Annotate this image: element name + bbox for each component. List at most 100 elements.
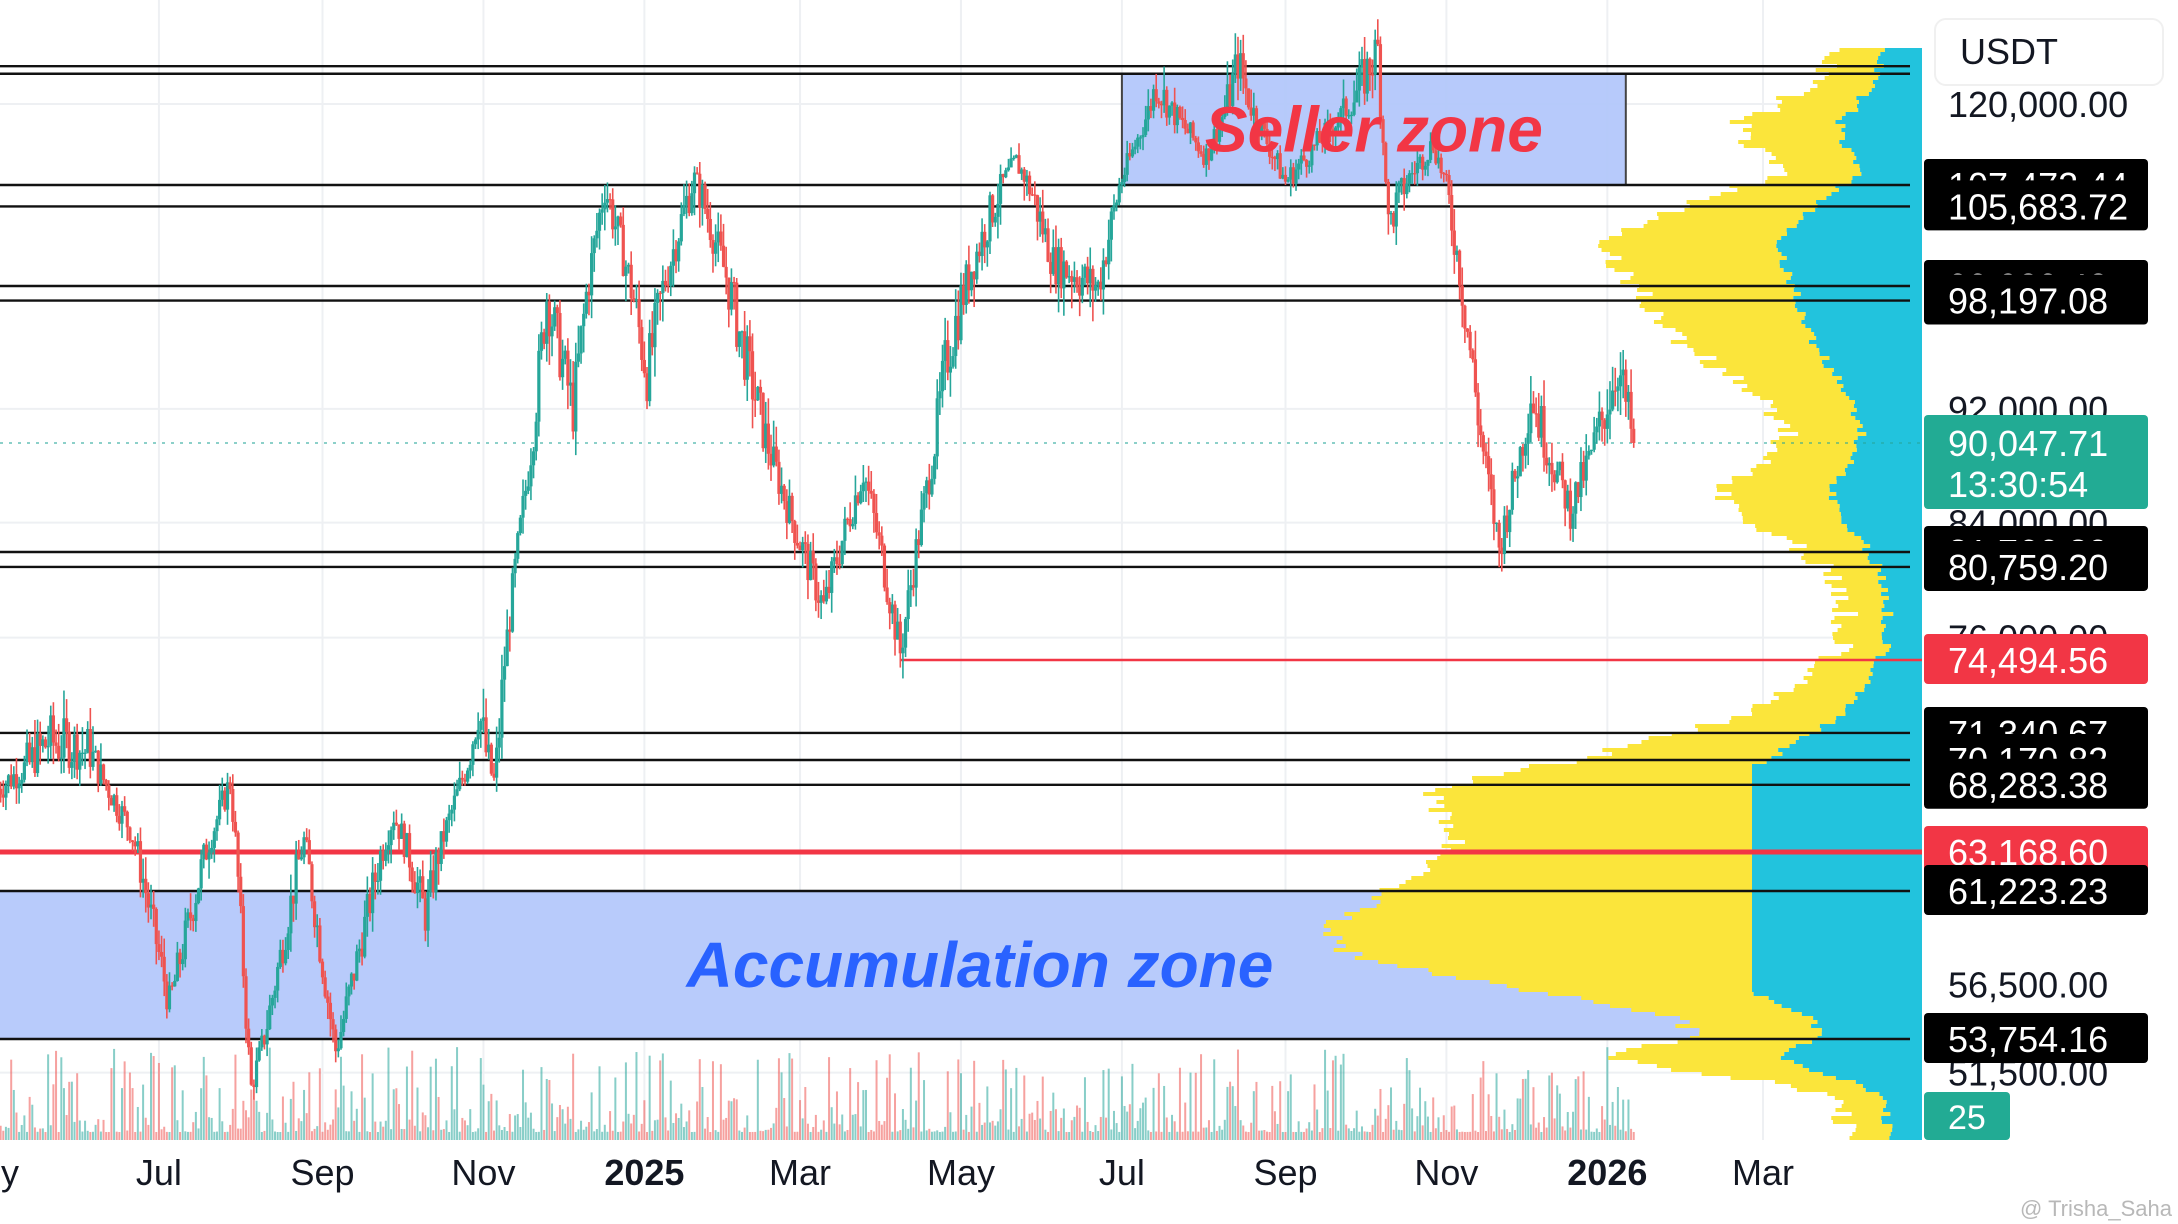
candle-body — [669, 265, 673, 286]
candle-body — [983, 231, 987, 248]
profile-bar-cyan — [1887, 588, 1922, 592]
profile-bar-yellow — [1752, 112, 1846, 116]
profile-bar-yellow — [1775, 156, 1857, 160]
profile-bar-yellow — [1783, 164, 1860, 168]
candle-body — [526, 486, 530, 491]
volume-bar — [540, 1067, 543, 1140]
volume-bar — [1395, 1120, 1398, 1140]
volume-bar — [933, 1131, 936, 1140]
profile-bar-yellow — [1803, 552, 1869, 556]
candle-body — [144, 878, 148, 894]
profile-bar-cyan — [1752, 976, 1922, 980]
volume-bar — [1152, 1087, 1155, 1140]
volume-bar — [1128, 1104, 1131, 1140]
candle-body — [117, 815, 121, 824]
candle-body — [890, 604, 894, 614]
profile-bar-yellow — [1846, 588, 1888, 592]
candle-body — [1231, 73, 1235, 106]
volume-bar — [1292, 1131, 1295, 1140]
volume-bar — [730, 1101, 733, 1140]
volume-bar — [1511, 1124, 1514, 1140]
candle-body — [400, 823, 404, 839]
candle-body — [157, 944, 161, 952]
candle-body — [574, 361, 578, 432]
profile-bar-yellow — [1779, 436, 1858, 440]
candle-body — [349, 973, 354, 987]
volume-bar — [139, 1131, 142, 1140]
volume-bar — [1577, 1076, 1580, 1140]
volume-bar — [86, 1130, 89, 1140]
profile-bar-yellow — [1709, 196, 1827, 200]
candle-body — [479, 720, 483, 730]
volume-bar — [672, 1122, 675, 1140]
profile-bar-yellow — [1792, 540, 1864, 544]
volume-bar — [1350, 1130, 1353, 1140]
volume-bar — [880, 1124, 883, 1140]
candle-body — [779, 485, 784, 494]
candle-body — [1112, 205, 1116, 212]
volume-bar — [392, 1089, 395, 1140]
profile-bar-yellow — [1444, 804, 1752, 808]
profile-bar-yellow — [1441, 844, 1752, 848]
candle-body — [1252, 108, 1256, 116]
profile-bar-cyan — [1841, 144, 1922, 148]
candle-body — [1278, 153, 1282, 179]
candle-body — [1334, 127, 1338, 135]
volume-bar — [891, 1131, 894, 1140]
candle-body — [1212, 129, 1216, 150]
profile-bar-cyan — [1816, 336, 1922, 340]
profile-bar-yellow — [1448, 836, 1752, 840]
profile-bar-cyan — [1752, 868, 1922, 872]
candle-body — [1320, 142, 1325, 144]
candle-body — [1215, 129, 1219, 142]
volume-bar — [664, 1117, 667, 1140]
profile-bar-cyan — [1874, 84, 1922, 88]
volume-bar — [276, 1132, 279, 1140]
candle-body — [415, 882, 420, 894]
profile-bar-yellow — [1738, 508, 1840, 512]
profile-bar-cyan — [1793, 288, 1922, 292]
profile-bar-yellow — [1729, 720, 1836, 724]
profile-bar-cyan — [1847, 464, 1922, 468]
volume-bar — [1107, 1068, 1110, 1140]
profile-bar-cyan — [1752, 908, 1922, 912]
profile-bar-yellow — [1814, 660, 1874, 664]
candle-body — [782, 485, 786, 502]
candle-body — [452, 795, 457, 810]
profile-bar-cyan — [1832, 372, 1922, 376]
profile-bar-cyan — [1800, 292, 1922, 296]
volume-bar — [31, 1104, 34, 1140]
volume-bar — [1543, 1117, 1546, 1140]
volume-bar — [1574, 1079, 1577, 1140]
volume-bar — [1020, 1118, 1023, 1140]
volume-bar — [733, 1098, 736, 1140]
volume-bar — [1091, 1131, 1094, 1140]
volume-bar — [33, 1127, 36, 1140]
candle-body — [225, 782, 230, 810]
profile-bar-cyan — [1752, 832, 1922, 836]
volume-bar — [1321, 1128, 1324, 1140]
candle-body — [1294, 169, 1298, 184]
candle-body — [33, 747, 37, 774]
currency-selector[interactable]: USDT — [1934, 18, 2164, 86]
profile-bar-yellow — [1423, 872, 1752, 876]
profile-bar-cyan — [1752, 884, 1922, 888]
volume-bar — [136, 1106, 139, 1140]
profile-bar-cyan — [1797, 308, 1922, 312]
profile-bar-yellow — [1803, 92, 1869, 96]
volume-bar — [970, 1106, 973, 1140]
profile-bar-yellow — [1635, 296, 1794, 300]
volume-bar — [1368, 1132, 1371, 1140]
profile-bar-cyan — [1882, 1096, 1922, 1100]
candle-body — [988, 195, 992, 242]
horizontal-levels[interactable] — [0, 64, 1922, 1041]
volume-bar — [126, 1130, 129, 1140]
candle-body — [434, 852, 438, 893]
volume-bar — [806, 1123, 809, 1140]
volume-bar — [1490, 1116, 1493, 1140]
volume-bar — [682, 1127, 685, 1140]
candle-body — [769, 453, 773, 466]
profile-bar-cyan — [1871, 88, 1922, 92]
